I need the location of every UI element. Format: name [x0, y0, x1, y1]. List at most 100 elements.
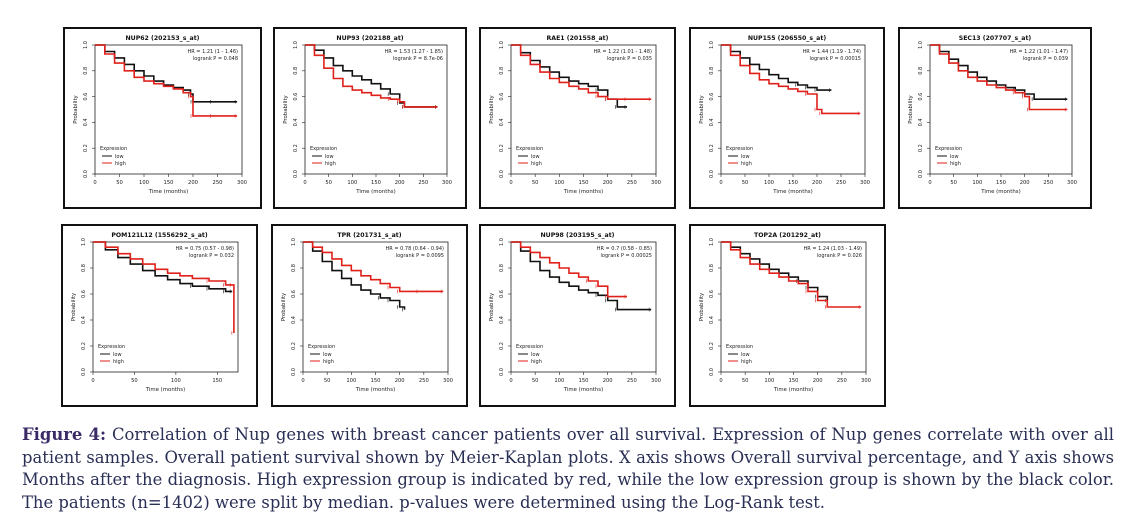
x-axis-label: Time (months): [980, 189, 1020, 195]
hr-annotation: HR = 0.75 (0.57 - 0.98): [176, 246, 235, 252]
y-tick-label: 0.4: [499, 118, 505, 126]
x-tick-label: 50: [950, 180, 957, 186]
y-axis-label: Probability: [699, 292, 705, 321]
figure-label: Figure 4:: [22, 425, 107, 444]
x-tick-label: 100: [347, 180, 357, 186]
y-tick-label: 0.6: [709, 93, 715, 101]
legend-title: Expression: [98, 344, 125, 350]
km-plot: SEC13 (207707_s_at) 0.0 0.2 0.4 0.6 0.8 1.0 0 50…: [908, 35, 1077, 195]
y-axis-label: Probability: [73, 94, 79, 123]
series-high-line: [303, 241, 444, 293]
km-panel: TOP2A (201292_at) 0.0 0.2 0.4 0.6 0.8 1.0 0 50 10…: [689, 224, 886, 407]
legend-low-label: low: [325, 154, 334, 160]
legend-high-label: high: [531, 359, 542, 365]
logrank-annotation: logrank P = 0.039: [1023, 56, 1068, 62]
chart-title: POM121L12 (1556292_s_at): [111, 232, 208, 239]
y-tick-label: 0.0: [499, 368, 505, 376]
y-tick-label: 0.6: [918, 93, 924, 101]
series-high-line: [511, 44, 652, 100]
legend-low-label: low: [741, 352, 750, 358]
x-axis-label: Time (months): [773, 387, 813, 393]
x-tick-label: 300: [237, 180, 247, 186]
x-axis-label: Time (months): [148, 189, 188, 195]
legend-high-label: high: [325, 161, 336, 167]
chart-title: NUP93 (202188_at): [336, 35, 403, 42]
series-high-line: [721, 241, 862, 308]
km-plot: NUP98 (203195_s_at) 0.0 0.2 0.4 0.6 0.8 1.0 0 50…: [489, 232, 661, 393]
x-axis-label: Time (months): [145, 387, 185, 393]
y-tick-label: 0.8: [918, 67, 924, 75]
x-tick-label: 0: [719, 378, 722, 384]
x-tick-label: 300: [651, 378, 661, 384]
logrank-annotation: logrank P = 0.035: [607, 56, 652, 62]
y-tick-label: 1.0: [81, 238, 87, 246]
y-tick-label: 0.2: [709, 144, 715, 152]
series-low-line: [303, 241, 406, 310]
y-tick-label: 1.0: [709, 41, 715, 49]
legend-title: Expression: [516, 344, 543, 350]
legend-high-label: high: [113, 359, 124, 365]
y-tick-label: 0.8: [291, 264, 297, 272]
series-high-line: [930, 44, 1068, 111]
logrank-annotation: logrank P = 0.0095: [396, 253, 444, 259]
legend-high-label: high: [950, 161, 961, 167]
km-panel: NUP98 (203195_s_at) 0.0 0.2 0.4 0.6 0.8 1.0 0 50…: [479, 224, 676, 407]
legend-high-label: high: [531, 161, 542, 167]
x-tick-label: 50: [131, 378, 138, 384]
hr-annotation: HR = 1.24 (1.03 - 1.49): [804, 246, 863, 252]
y-axis-label: Probability: [71, 292, 77, 321]
x-tick-label: 150: [371, 180, 381, 186]
x-axis-label: Time (months): [563, 189, 603, 195]
x-tick-label: 0: [719, 180, 722, 186]
x-tick-label: 0: [91, 378, 94, 384]
y-tick-label: 1.0: [709, 238, 715, 246]
y-axis-label: Probability: [489, 292, 495, 321]
y-tick-label: 0.4: [83, 118, 89, 126]
x-tick-label: 50: [742, 180, 749, 186]
hr-annotation: HR = 1.53 (1.27 - 1.85): [385, 49, 444, 55]
x-tick-label: 250: [627, 378, 637, 384]
x-tick-label: 100: [554, 180, 564, 186]
hr-annotation: HR = 1.21 (1 - 1.46): [187, 49, 238, 55]
hr-annotation: HR = 0.78 (0.64 - 0.94): [386, 246, 445, 252]
logrank-annotation: logrank P = 0.026: [817, 253, 862, 259]
y-tick-label: 0.2: [81, 342, 87, 350]
x-tick-label: 300: [860, 180, 870, 186]
logrank-annotation: logrank P = 0.048: [193, 56, 238, 62]
x-tick-label: 250: [1043, 180, 1053, 186]
chart-title: NUP62 (202153_s_at): [126, 35, 200, 42]
x-tick-label: 200: [1020, 180, 1030, 186]
legend-low-label: low: [531, 154, 540, 160]
legend-low-label: low: [741, 154, 750, 160]
y-tick-label: 0.8: [499, 67, 505, 75]
km-panel: TPR (201731_s_at) 0.0 0.2 0.4 0.6 0.8 1.0 0 50 10…: [271, 224, 468, 407]
km-plot: RAE1 (201558_at) 0.0 0.2 0.4 0.6 0.8 1.0 0 50 100…: [489, 35, 661, 195]
x-tick-label: 100: [139, 180, 149, 186]
x-tick-label: 300: [443, 378, 453, 384]
km-plot: NUP155 (206550_s_at) 0.0 0.2 0.4 0.6 0.8 1.0 0 5…: [699, 35, 870, 195]
legend-high-label: high: [741, 161, 752, 167]
legend-low-label: low: [323, 352, 332, 358]
y-tick-label: 0.0: [83, 170, 89, 178]
km-plot: TOP2A (201292_at) 0.0 0.2 0.4 0.6 0.8 1.0 0 50 10…: [699, 232, 871, 393]
y-tick-label: 0.4: [81, 316, 87, 324]
y-tick-label: 0.2: [709, 342, 715, 350]
x-tick-label: 250: [837, 378, 847, 384]
logrank-annotation: logrank P = 0.00015: [810, 56, 861, 62]
chart-title: SEC13 (207707_s_at): [959, 35, 1032, 42]
legend-title: Expression: [726, 146, 753, 152]
y-tick-label: 1.0: [918, 41, 924, 49]
km-plot: NUP62 (202153_s_at) 0.0 0.2 0.4 0.6 0.8 1.0 0 50…: [73, 35, 247, 195]
y-tick-label: 0.6: [499, 93, 505, 101]
x-tick-label: 200: [812, 180, 822, 186]
y-tick-label: 0.2: [499, 144, 505, 152]
x-tick-label: 150: [579, 180, 589, 186]
figure-caption: Figure 4: Correlation of Nup genes with …: [22, 424, 1114, 514]
y-tick-label: 0.4: [293, 118, 299, 126]
series-high-line: [93, 241, 235, 333]
y-tick-label: 0.0: [709, 368, 715, 376]
legend-title: Expression: [935, 146, 962, 152]
y-tick-label: 0.8: [499, 264, 505, 272]
x-tick-label: 150: [788, 180, 798, 186]
legend-title: Expression: [516, 146, 543, 152]
